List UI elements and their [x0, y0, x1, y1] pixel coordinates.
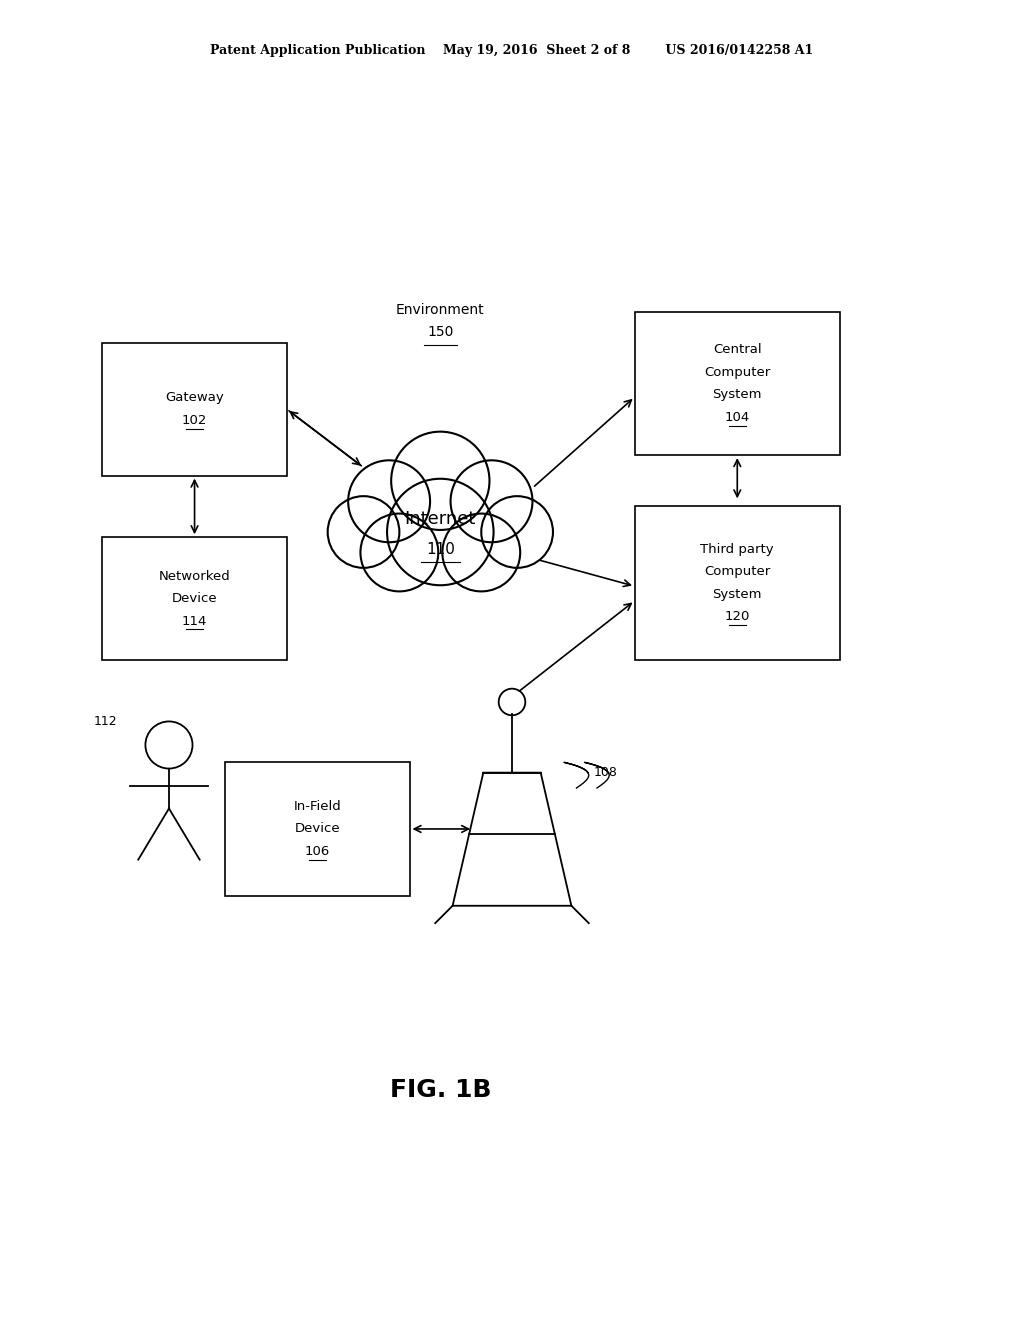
Circle shape [328, 496, 399, 568]
Text: Patent Application Publication    May 19, 2016  Sheet 2 of 8        US 2016/0142: Patent Application Publication May 19, 2… [210, 44, 814, 57]
Text: Computer: Computer [705, 366, 770, 379]
Text: 106: 106 [305, 845, 330, 858]
Text: Internet: Internet [404, 510, 476, 528]
Text: Networked: Networked [159, 569, 230, 582]
FancyBboxPatch shape [102, 537, 287, 660]
Text: 108: 108 [594, 766, 617, 779]
Text: 120: 120 [725, 610, 750, 623]
Circle shape [442, 513, 520, 591]
Text: Environment: Environment [396, 302, 484, 317]
Text: 150: 150 [427, 325, 454, 339]
Text: Central: Central [713, 343, 762, 356]
Circle shape [360, 513, 438, 591]
Text: 104: 104 [725, 411, 750, 424]
Text: FIG. 1B: FIG. 1B [389, 1078, 492, 1102]
Text: Computer: Computer [705, 565, 770, 578]
Text: Device: Device [172, 593, 217, 605]
Text: 110: 110 [426, 543, 455, 557]
Text: Device: Device [295, 822, 340, 836]
Circle shape [451, 461, 532, 543]
Text: 112: 112 [94, 715, 118, 727]
Text: Third party: Third party [700, 543, 774, 556]
Text: Gateway: Gateway [165, 391, 224, 404]
FancyBboxPatch shape [102, 343, 287, 475]
FancyBboxPatch shape [635, 312, 840, 455]
Text: System: System [713, 388, 762, 401]
FancyBboxPatch shape [225, 763, 410, 895]
Circle shape [348, 461, 430, 543]
Circle shape [391, 432, 489, 529]
Text: In-Field: In-Field [294, 800, 341, 813]
Text: 114: 114 [182, 615, 207, 627]
Text: 102: 102 [182, 414, 207, 426]
Circle shape [481, 496, 553, 568]
Text: System: System [713, 587, 762, 601]
FancyBboxPatch shape [635, 507, 840, 660]
Circle shape [387, 479, 494, 585]
